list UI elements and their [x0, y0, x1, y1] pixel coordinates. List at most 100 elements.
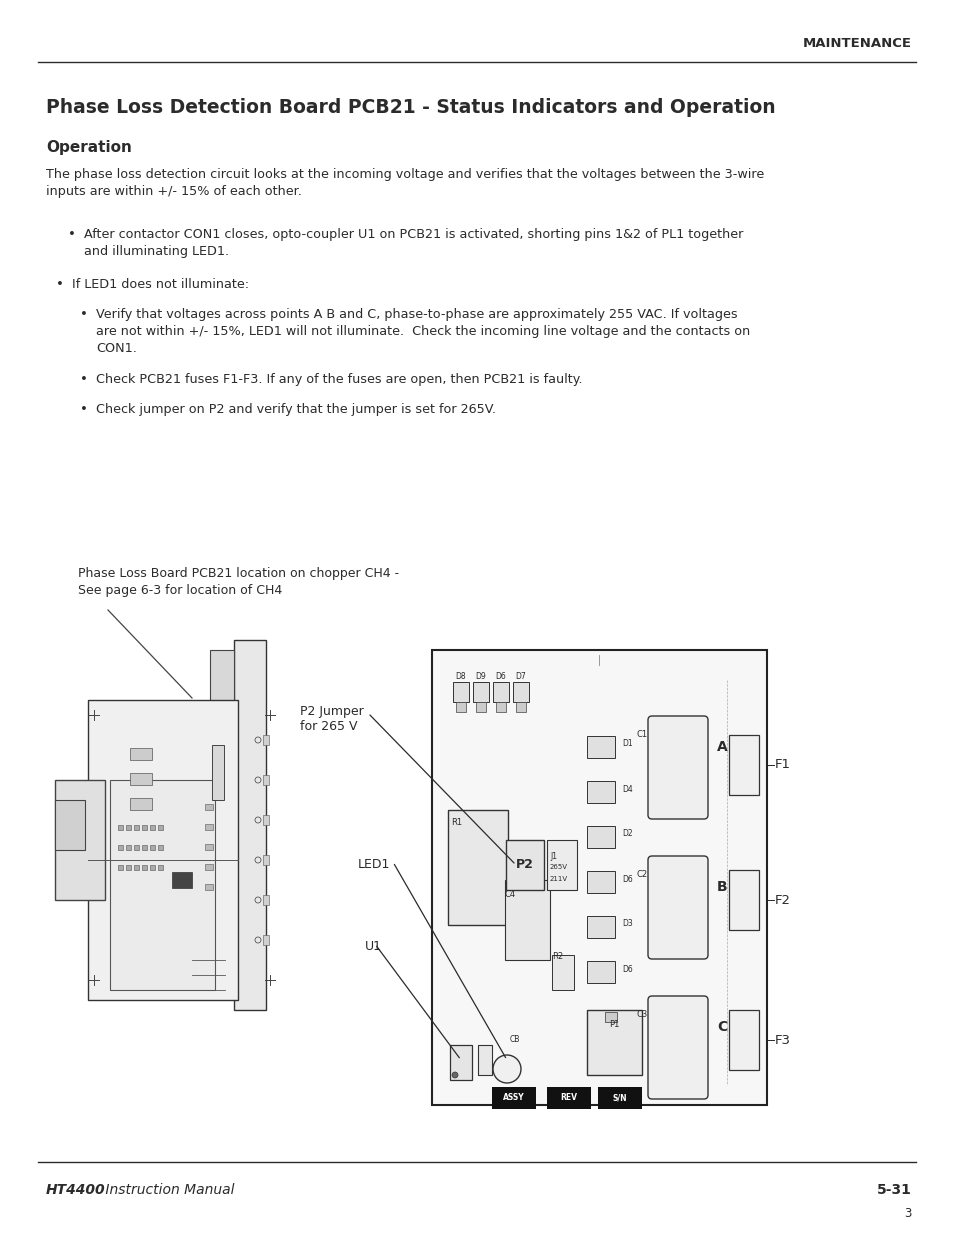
Text: R2: R2 [552, 952, 562, 961]
Bar [586, 826, 615, 848]
Text: C2: C2 [637, 869, 647, 879]
Bar [473, 682, 489, 701]
Bar [546, 840, 577, 890]
Text: The phase loss detection circuit looks at the incoming voltage and verifies that: The phase loss detection circuit looks a… [46, 168, 763, 198]
Bar [133, 864, 139, 869]
Bar [126, 825, 131, 830]
Bar [158, 825, 163, 830]
Text: 211V: 211V [550, 876, 568, 882]
Bar [263, 895, 269, 905]
Bar [130, 798, 152, 810]
Bar [118, 845, 123, 850]
Bar [126, 864, 131, 869]
Bar [263, 776, 269, 785]
Text: Verify that voltages across points A B and C, phase-to-phase are approximately 2: Verify that voltages across points A B a… [96, 308, 749, 354]
Text: C1: C1 [637, 730, 647, 739]
Bar [142, 825, 147, 830]
Bar [150, 864, 154, 869]
Text: 3: 3 [903, 1207, 911, 1220]
Circle shape [452, 1072, 457, 1078]
Text: Phase Loss Detection Board PCB21 - Status Indicators and Operation: Phase Loss Detection Board PCB21 - Statu… [46, 98, 775, 117]
Text: P2 Jumper
for 265 V: P2 Jumper for 265 V [299, 705, 363, 734]
Text: D2: D2 [621, 830, 632, 839]
Text: •: • [56, 278, 64, 291]
Bar [552, 955, 574, 990]
Text: C: C [717, 1020, 726, 1034]
FancyBboxPatch shape [647, 716, 707, 819]
Bar [133, 845, 139, 850]
Bar [205, 864, 213, 869]
Bar [142, 845, 147, 850]
Bar [212, 745, 224, 800]
Bar [205, 884, 213, 890]
Text: •: • [80, 403, 88, 416]
Bar [158, 864, 163, 869]
Bar [492, 1087, 536, 1109]
Bar [158, 845, 163, 850]
Circle shape [493, 1055, 520, 1083]
Text: Instruction Manual: Instruction Manual [101, 1183, 234, 1197]
Text: CB: CB [510, 1035, 519, 1044]
Text: C3: C3 [636, 1010, 647, 1019]
Text: •: • [68, 228, 76, 241]
Bar [150, 825, 154, 830]
Text: HT4400: HT4400 [46, 1183, 106, 1197]
Bar [546, 1087, 590, 1109]
Bar [150, 845, 154, 850]
Bar [263, 815, 269, 825]
Bar [263, 935, 269, 945]
Bar [516, 701, 525, 713]
Text: D6: D6 [621, 874, 632, 883]
Bar [263, 855, 269, 864]
Text: 265V: 265V [550, 864, 567, 869]
Text: S/N: S/N [612, 1093, 627, 1103]
Text: ASSY: ASSY [502, 1093, 524, 1103]
Bar [477, 1045, 492, 1074]
Bar [432, 650, 766, 1105]
Bar [172, 872, 192, 888]
Bar [586, 1010, 641, 1074]
Text: U1: U1 [365, 940, 381, 953]
Text: J1: J1 [550, 852, 557, 861]
Bar [728, 735, 759, 795]
Bar [263, 735, 269, 745]
Text: •: • [80, 308, 88, 321]
Bar [505, 840, 543, 890]
Text: P2: P2 [516, 858, 534, 872]
Bar [450, 1045, 472, 1079]
Bar [130, 773, 152, 785]
Text: F1: F1 [774, 758, 790, 772]
Text: C4: C4 [504, 890, 516, 899]
Text: Operation: Operation [46, 140, 132, 156]
Bar [728, 1010, 759, 1070]
Text: D8: D8 [456, 672, 466, 680]
Text: After contactor CON1 closes, opto-coupler U1 on PCB21 is activated, shorting pin: After contactor CON1 closes, opto-couple… [84, 228, 742, 258]
Bar [233, 640, 266, 1010]
FancyBboxPatch shape [647, 856, 707, 960]
Bar [598, 1087, 641, 1109]
Bar [476, 701, 485, 713]
Text: MAINTENANCE: MAINTENANCE [802, 37, 911, 49]
Text: D1: D1 [621, 740, 632, 748]
Bar [513, 682, 529, 701]
Bar [586, 736, 615, 758]
FancyBboxPatch shape [647, 995, 707, 1099]
Bar [118, 864, 123, 869]
Bar [210, 650, 233, 990]
Text: A: A [717, 740, 727, 755]
Bar [456, 701, 465, 713]
Bar [448, 810, 507, 925]
Text: R1: R1 [451, 818, 461, 827]
Text: B: B [717, 881, 727, 894]
Text: D3: D3 [621, 920, 632, 929]
Text: LED1: LED1 [357, 858, 390, 871]
Bar [55, 781, 105, 900]
Bar [453, 682, 469, 701]
Bar [205, 844, 213, 850]
Bar [604, 1011, 617, 1023]
Bar [586, 781, 615, 803]
Text: •: • [80, 373, 88, 387]
Text: Phase Loss Board PCB21 location on chopper CH4 -: Phase Loss Board PCB21 location on chopp… [78, 567, 398, 580]
Text: Check PCB21 fuses F1-F3. If any of the fuses are open, then PCB21 is faulty.: Check PCB21 fuses F1-F3. If any of the f… [96, 373, 582, 387]
Text: D6: D6 [496, 672, 506, 680]
